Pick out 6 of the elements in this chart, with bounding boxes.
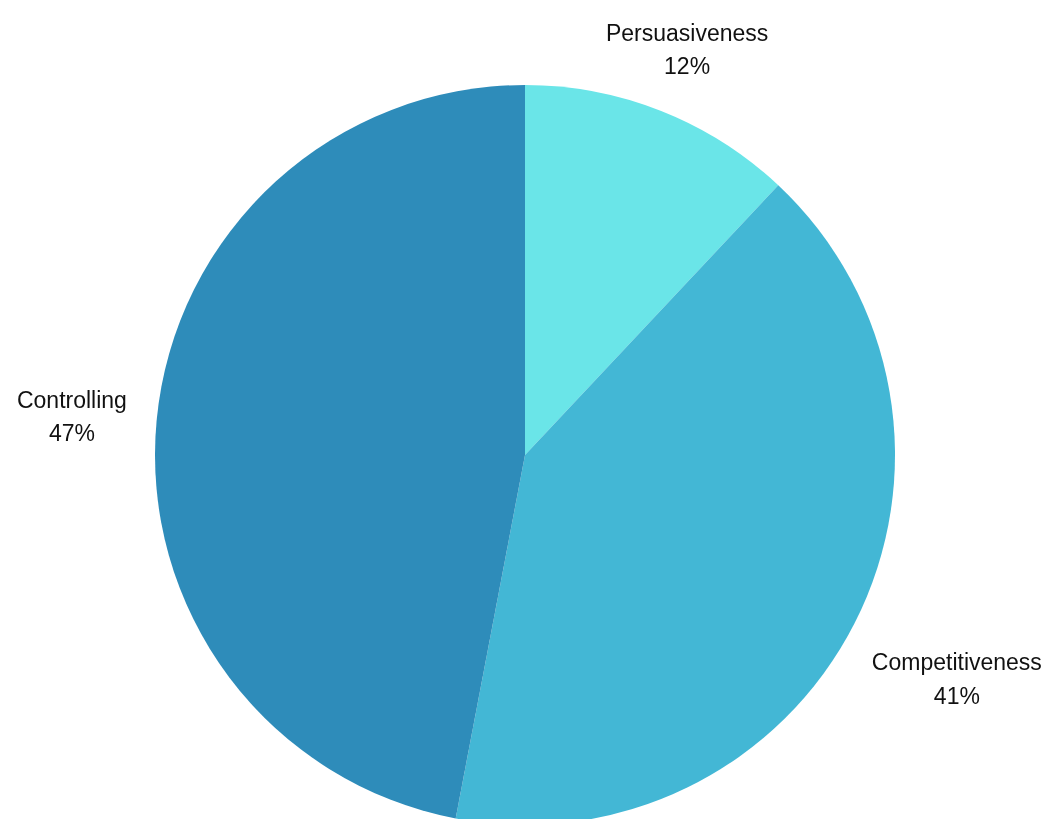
slice-label: Persuasiveness (605, 20, 769, 47)
slice-label: Competitiveness (871, 649, 1042, 676)
data-label: 12% (664, 53, 711, 80)
data-label: 41% (933, 682, 980, 709)
data-label: 47% (48, 419, 95, 446)
slice-label: Controlling (16, 386, 127, 413)
